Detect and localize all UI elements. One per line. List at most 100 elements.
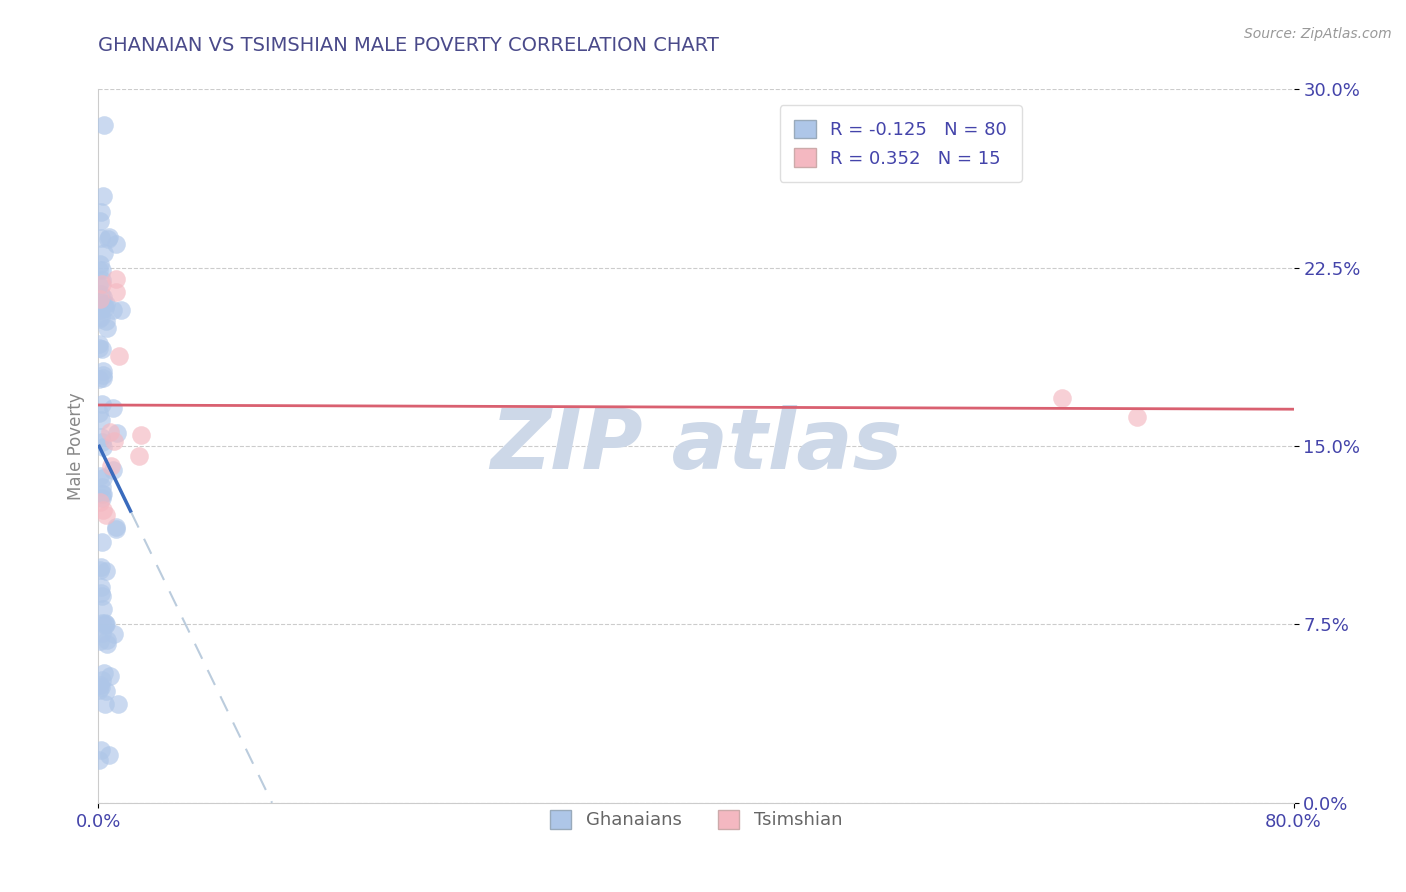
Point: [89, 337, 111, 351]
Point: [97, 231, 120, 245]
Point: [105, 285, 128, 299]
Point: [98, 748, 121, 763]
Point: [91, 487, 114, 501]
Point: [110, 302, 132, 317]
Point: [89, 469, 111, 483]
Point: [90, 231, 112, 245]
Point: [91, 502, 114, 516]
Point: [90, 743, 112, 757]
Point: [90, 413, 112, 427]
Point: [98, 669, 121, 683]
Point: [94, 697, 117, 711]
Point: [101, 401, 124, 415]
Point: [89, 257, 111, 271]
Point: [101, 302, 124, 317]
Point: [93, 371, 115, 385]
Text: ZIP atlas: ZIP atlas: [489, 406, 903, 486]
Point: [91, 491, 114, 505]
Point: [87, 371, 110, 385]
Point: [93, 666, 115, 681]
Point: [100, 458, 122, 473]
Point: [103, 627, 125, 641]
Point: [96, 637, 118, 651]
Point: [1125, 410, 1147, 425]
Point: [91, 272, 114, 286]
Point: [105, 236, 128, 251]
Point: [91, 343, 114, 357]
Point: [89, 634, 111, 648]
Point: [89, 294, 111, 309]
Point: [91, 626, 114, 640]
Point: [93, 118, 115, 132]
Point: [87, 263, 110, 277]
Point: [90, 580, 112, 594]
Point: [105, 425, 128, 440]
Legend: Ghanaians, Tsimshian: Ghanaians, Tsimshian: [543, 803, 849, 837]
Point: [89, 495, 111, 509]
Point: [94, 508, 117, 522]
Point: [87, 682, 110, 697]
Point: [91, 487, 114, 501]
Point: [90, 585, 112, 599]
Point: [87, 342, 110, 356]
Point: [101, 463, 124, 477]
Point: [108, 349, 131, 363]
Point: [96, 633, 118, 648]
Point: [91, 363, 114, 377]
Point: [98, 230, 121, 244]
Point: [131, 427, 153, 442]
Point: [89, 562, 111, 576]
Point: [91, 535, 114, 549]
Point: [90, 616, 112, 631]
Point: [90, 310, 112, 324]
Point: [94, 301, 117, 315]
Text: Source: ZipAtlas.com: Source: ZipAtlas.com: [1244, 27, 1392, 41]
Point: [91, 189, 114, 203]
Point: [91, 602, 114, 616]
Point: [89, 406, 111, 420]
Point: [89, 753, 111, 767]
Point: [90, 480, 112, 494]
Point: [107, 697, 129, 711]
Point: [91, 397, 114, 411]
Point: [91, 673, 114, 687]
Point: [105, 272, 128, 286]
Point: [98, 425, 121, 439]
Point: [94, 297, 117, 311]
Point: [91, 470, 114, 484]
Point: [91, 440, 114, 454]
Point: [90, 262, 112, 277]
Point: [90, 430, 112, 444]
Point: [96, 564, 118, 578]
Point: [93, 246, 115, 260]
Point: [128, 450, 150, 464]
Point: [91, 290, 114, 304]
Point: [96, 320, 118, 334]
Point: [87, 312, 110, 326]
Y-axis label: Male Poverty: Male Poverty: [66, 392, 84, 500]
Point: [89, 292, 111, 306]
Point: [91, 368, 114, 383]
Point: [90, 277, 112, 292]
Point: [94, 618, 117, 632]
Point: [90, 205, 112, 219]
Point: [91, 589, 114, 603]
Point: [89, 678, 111, 692]
Point: [105, 522, 128, 536]
Point: [93, 297, 115, 311]
Point: [90, 434, 112, 449]
Point: [94, 683, 117, 698]
Point: [94, 615, 117, 630]
Point: [1050, 392, 1073, 406]
Text: GHANAIAN VS TSIMSHIAN MALE POVERTY CORRELATION CHART: GHANAIAN VS TSIMSHIAN MALE POVERTY CORRE…: [98, 36, 720, 54]
Point: [104, 520, 127, 534]
Point: [90, 286, 112, 301]
Point: [103, 434, 125, 449]
Point: [89, 213, 111, 227]
Point: [90, 681, 112, 695]
Point: [90, 560, 112, 574]
Point: [89, 302, 111, 317]
Point: [94, 616, 117, 631]
Point: [87, 278, 110, 293]
Point: [94, 313, 117, 327]
